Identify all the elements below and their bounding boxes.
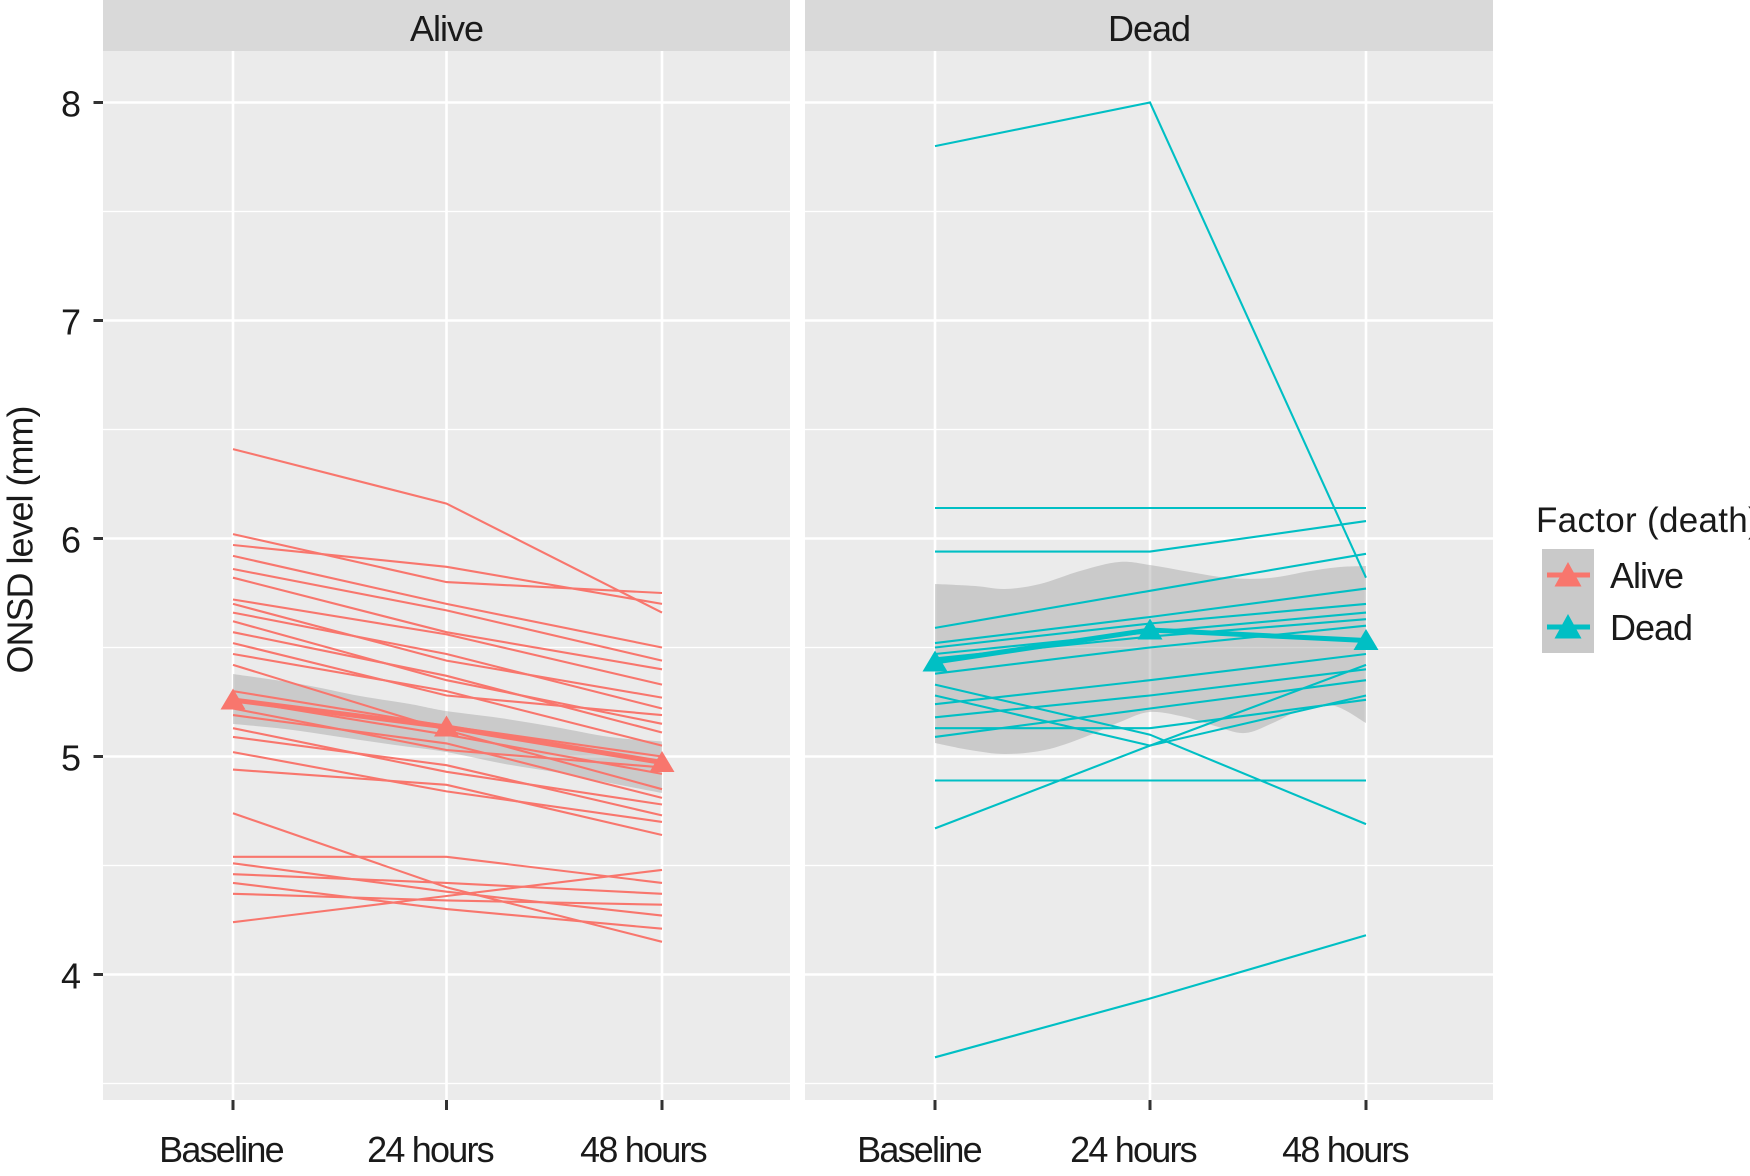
svg-text:Dead: Dead <box>1610 607 1692 648</box>
svg-text:Factor (death): Factor (death) <box>1536 501 1750 540</box>
svg-text:Dead: Dead <box>1108 8 1190 49</box>
svg-text:Baseline: Baseline <box>159 1129 283 1170</box>
svg-text:Alive: Alive <box>1610 555 1683 596</box>
svg-text:8: 8 <box>61 84 81 125</box>
svg-text:ONSD level (mm): ONSD level (mm) <box>0 406 41 673</box>
svg-text:48 hours: 48 hours <box>1282 1129 1408 1170</box>
svg-text:Baseline: Baseline <box>857 1129 981 1170</box>
svg-text:24 hours: 24 hours <box>1070 1129 1196 1170</box>
svg-text:6: 6 <box>61 520 81 561</box>
svg-text:Alive: Alive <box>410 8 483 49</box>
svg-text:48 hours: 48 hours <box>580 1129 706 1170</box>
svg-text:24 hours: 24 hours <box>367 1129 493 1170</box>
svg-text:4: 4 <box>61 956 81 997</box>
svg-text:7: 7 <box>61 302 81 343</box>
svg-text:5: 5 <box>61 738 81 779</box>
